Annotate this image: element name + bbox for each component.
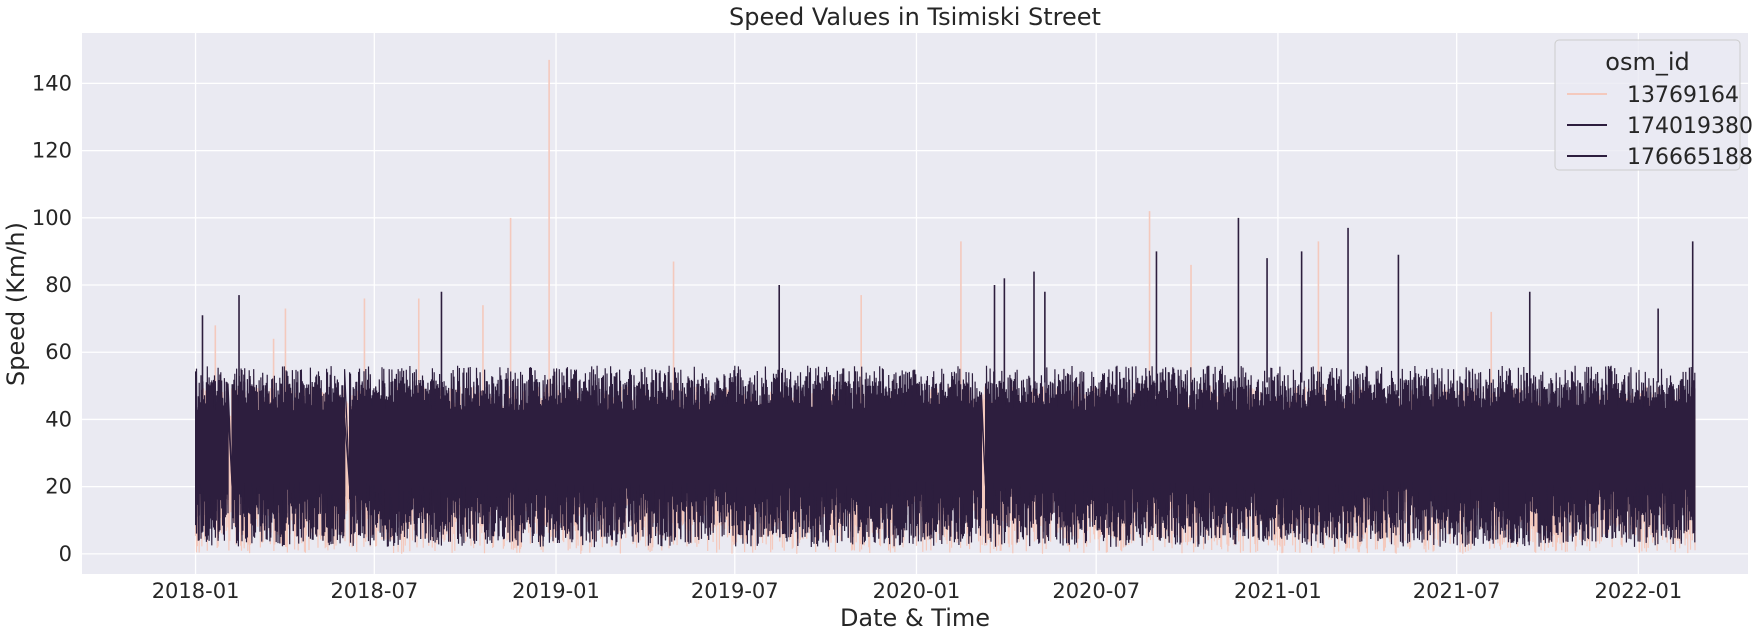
- legend-box: [1554, 39, 1741, 171]
- y-tick-label: 80: [45, 273, 72, 297]
- x-tick-label: 2020-01: [873, 579, 961, 603]
- series-line: [195, 365, 1696, 544]
- y-tick-label: 40: [45, 407, 72, 431]
- x-tick-label: 2020-07: [1052, 579, 1140, 603]
- legend-entry: 13769164: [1627, 83, 1739, 108]
- y-axis-ticks: 0 20 40 60 80 100 120 140: [32, 71, 72, 565]
- y-tick-label: 60: [45, 340, 72, 364]
- series-layer: [195, 59, 1696, 554]
- legend-title: osm_id: [1605, 48, 1689, 76]
- y-tick-label: 20: [45, 475, 72, 499]
- x-axis-ticks: 2018-01 2018-07 2019-01 2019-07 2020-01 2020-…: [152, 579, 1683, 603]
- x-axis-label: Date & Time: [840, 604, 990, 632]
- legend: osm_id 13769164 174019380 176665188: [1554, 39, 1753, 171]
- x-tick-label: 2019-07: [691, 579, 779, 603]
- y-tick-label: 120: [32, 139, 72, 163]
- x-tick-label: 2022-01: [1595, 579, 1683, 603]
- x-tick-label: 2019-01: [512, 579, 600, 603]
- y-axis-label: Speed (Km/h): [2, 222, 30, 386]
- x-tick-label: 2018-07: [330, 579, 418, 603]
- x-tick-label: 2021-07: [1413, 579, 1501, 603]
- x-tick-label: 2018-01: [152, 579, 240, 603]
- series-176665188: [195, 251, 1696, 544]
- y-tick-label: 140: [32, 71, 72, 95]
- chart-title: Speed Values in Tsimiski Street: [729, 3, 1101, 31]
- x-tick-label: 2021-01: [1234, 579, 1322, 603]
- legend-entry: 174019380: [1627, 114, 1753, 139]
- y-tick-label: 0: [59, 542, 72, 566]
- legend-entry: 176665188: [1627, 145, 1753, 170]
- y-tick-label: 100: [32, 206, 72, 230]
